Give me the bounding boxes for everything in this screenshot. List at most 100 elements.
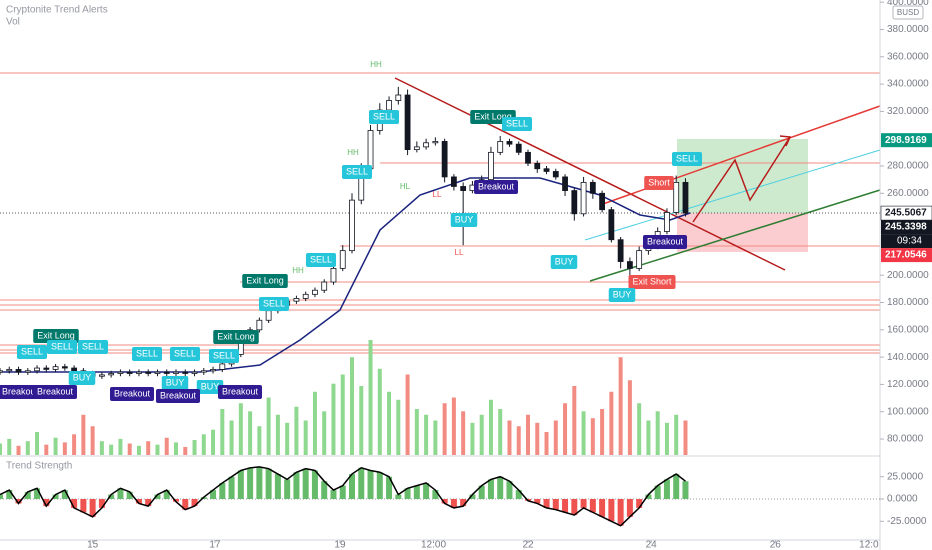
- annotation: Short: [644, 176, 674, 190]
- annotation-label: SELL: [346, 166, 368, 176]
- annotation-label: Short: [648, 177, 670, 187]
- volume-bar: [498, 409, 503, 455]
- strength-bar: [608, 499, 615, 522]
- annotation-label: SELL: [21, 346, 43, 356]
- strength-bar: [34, 488, 41, 499]
- price-marker-label: 217.0546: [885, 250, 927, 261]
- volume-bar: [331, 383, 336, 455]
- annotation: SELL: [341, 165, 373, 179]
- candle-body: [117, 371, 124, 374]
- y-tick-label: 80.0000: [887, 434, 924, 445]
- volume-bar: [433, 420, 438, 455]
- strength-bar: [506, 481, 513, 499]
- annotation-label: SELL: [263, 298, 285, 308]
- strength-line: [0, 466, 686, 527]
- strength-bar: [478, 485, 485, 499]
- annotation-box: [501, 117, 533, 131]
- drawings: [0, 72, 881, 373]
- annotation-label: BUY: [555, 256, 574, 266]
- volume-bar: [155, 444, 160, 455]
- arrow-head: [779, 135, 792, 147]
- currency-label: BUSD: [897, 8, 919, 17]
- candle-body: [423, 142, 430, 148]
- annotation-label: Exit Short: [632, 276, 672, 286]
- strength-bar: [228, 476, 235, 499]
- volume-bar: [220, 409, 225, 455]
- volume-bar: [146, 441, 151, 455]
- candle-body: [256, 319, 263, 331]
- candle-body: [543, 168, 550, 172]
- candle-body: [515, 143, 522, 153]
- candle-body: [312, 289, 318, 295]
- volume-bar: [164, 437, 169, 455]
- x-tick-label: 12:0: [859, 540, 879, 550]
- annotation-label: Breakout: [160, 390, 197, 400]
- volume-bar: [479, 414, 484, 455]
- volume-bar: [90, 426, 95, 455]
- annotation-box: [628, 275, 676, 289]
- candle-body: [163, 371, 170, 374]
- y-tick-label: 380.0000: [887, 24, 929, 35]
- annotation: HH: [292, 266, 304, 275]
- candle-body: [664, 212, 670, 232]
- annotation-label: SELL: [174, 348, 196, 358]
- x-tick-label: 15: [87, 540, 99, 550]
- annotation-box: [32, 385, 78, 399]
- volume-bar: [609, 391, 614, 455]
- annotation: BUY: [608, 288, 636, 302]
- candle-body: [61, 366, 68, 369]
- strength-bar: [293, 472, 300, 499]
- annotation-label: LL: [433, 190, 442, 199]
- candle-body: [34, 367, 40, 372]
- candle-body: [173, 371, 179, 374]
- annotation: SELL: [671, 152, 703, 166]
- strength-bar: [247, 467, 254, 499]
- y-tick-label: 360.0000: [887, 51, 929, 62]
- volume-bar: [470, 422, 475, 455]
- annotation-label: Exit Long: [217, 331, 255, 341]
- annotation-label: BUY: [455, 214, 474, 224]
- volume-bar: [424, 414, 429, 455]
- candle-body: [182, 371, 189, 374]
- volume-bar: [627, 380, 632, 455]
- strength-bar: [284, 479, 291, 499]
- annotation: SELL: [131, 347, 163, 361]
- y-tick-label: 0.0000: [887, 494, 918, 505]
- annotation-box: [213, 330, 259, 344]
- annotation: Exit Long: [242, 274, 288, 288]
- volume-bar: [396, 399, 401, 455]
- volume-bar: [322, 411, 327, 455]
- strength-bar: [663, 479, 670, 499]
- candle-body: [145, 371, 152, 374]
- annotation: SELL: [169, 347, 201, 361]
- annotation: Breakout: [473, 180, 519, 194]
- annotation: SELL: [77, 340, 109, 354]
- candle-body: [626, 261, 633, 269]
- annotation-label: HH: [347, 148, 359, 157]
- annotation: SELL: [46, 340, 78, 354]
- price-marker: [881, 220, 932, 235]
- volume-bar: [174, 442, 178, 455]
- volume-bar: [563, 403, 568, 455]
- candle-body: [617, 239, 624, 262]
- volume-bar: [229, 420, 234, 455]
- candle-body: [636, 250, 643, 269]
- strength-bar: [237, 470, 244, 499]
- price-marker: [881, 133, 932, 148]
- price-marker: [881, 248, 932, 263]
- currency-badge: [892, 5, 924, 20]
- trend-strength-pane: [0, 466, 880, 527]
- candle-body: [413, 146, 420, 151]
- annotation: BUY: [550, 255, 578, 269]
- candle-body: [562, 176, 568, 191]
- annotation-label: BUY: [73, 372, 92, 382]
- candle-body: [589, 181, 596, 194]
- trendline: [394, 77, 786, 271]
- annotation-box: [161, 376, 189, 390]
- volume-bar: [99, 441, 104, 455]
- strength-bar: [219, 482, 226, 499]
- price-marker-label: 298.9169: [885, 135, 927, 146]
- volume-bar: [211, 429, 216, 455]
- strength-bar: [135, 499, 142, 504]
- strength-bar: [432, 490, 439, 499]
